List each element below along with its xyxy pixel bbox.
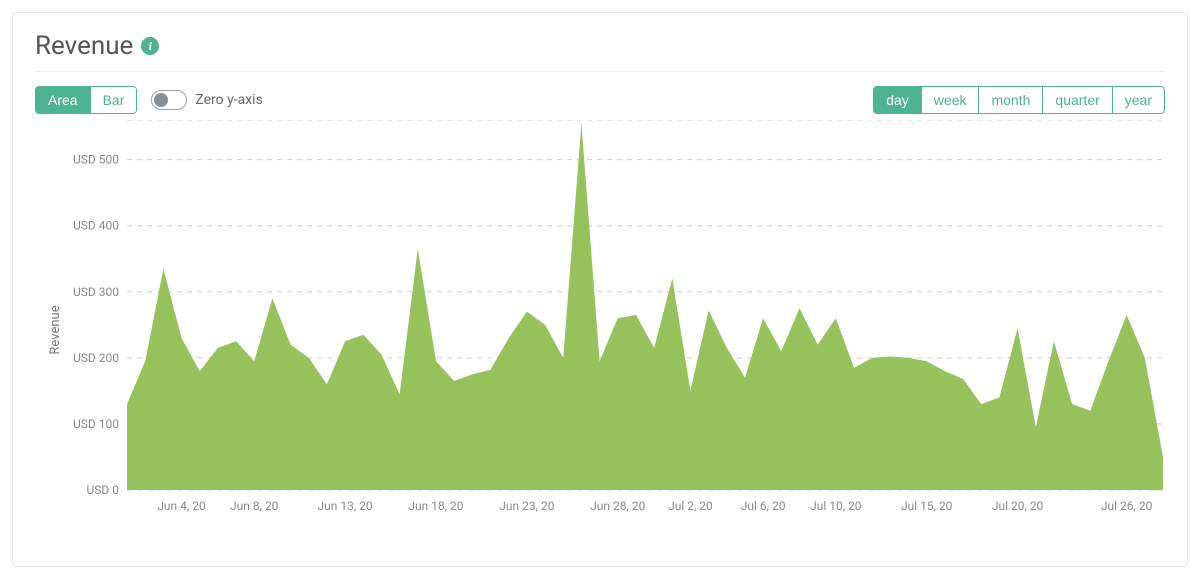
granularity-day[interactable]: day <box>873 86 922 114</box>
revenue-card: Revenue i AreaBar Zero y-axis dayweekmon… <box>12 12 1188 567</box>
svg-text:Jul 10, 20: Jul 10, 20 <box>810 499 862 513</box>
chart-type-bar[interactable]: Bar <box>90 86 138 114</box>
svg-text:Jun 28, 20: Jun 28, 20 <box>590 499 645 513</box>
svg-text:USD 200: USD 200 <box>73 351 119 365</box>
zero-y-axis-group: Zero y-axis <box>151 90 262 110</box>
granularity-quarter[interactable]: quarter <box>1042 86 1112 114</box>
svg-text:Jul 2, 20: Jul 2, 20 <box>668 499 713 513</box>
svg-text:USD 300: USD 300 <box>73 285 119 299</box>
svg-text:USD 500: USD 500 <box>73 153 119 167</box>
svg-text:Jun 8, 20: Jun 8, 20 <box>230 499 279 513</box>
svg-text:Jul 6, 20: Jul 6, 20 <box>741 499 786 513</box>
y-ticks: USD 0 USD 100 USD 200 USD 300 USD 400 USD 500 <box>73 153 119 497</box>
y-axis-title: Revenue <box>48 305 63 354</box>
chart-type-toggle: AreaBar <box>35 86 137 114</box>
controls-left: AreaBar Zero y-axis <box>35 86 263 114</box>
svg-text:Jun 13, 20: Jun 13, 20 <box>318 499 373 513</box>
chart-type-area[interactable]: Area <box>35 86 91 114</box>
svg-text:Jul 20, 20: Jul 20, 20 <box>992 499 1044 513</box>
svg-text:Jun 23, 20: Jun 23, 20 <box>499 499 554 513</box>
info-icon[interactable]: i <box>141 37 159 55</box>
svg-text:Jul 15, 20: Jul 15, 20 <box>901 499 953 513</box>
granularity-toggle: dayweekmonthquarteryear <box>873 86 1165 114</box>
chart-zone: Revenue USD 0 USD 100 USD 200 USD 300 USD 40… <box>35 120 1165 540</box>
zero-y-axis-toggle[interactable] <box>151 90 187 110</box>
svg-text:USD 400: USD 400 <box>73 219 119 233</box>
x-ticks: Jun 4, 20 Jun 8, 20 Jun 13, 20 Jun 18, 20 Ju… <box>157 499 1152 513</box>
svg-text:Jul 26, 20: Jul 26, 20 <box>1101 499 1153 513</box>
svg-text:Jun 18, 20: Jun 18, 20 <box>408 499 463 513</box>
card-title: Revenue <box>35 31 133 61</box>
granularity-month[interactable]: month <box>978 86 1043 114</box>
revenue-area-chart: USD 0 USD 100 USD 200 USD 300 USD 400 USD 500… <box>35 120 1167 540</box>
controls-row: AreaBar Zero y-axis dayweekmonthquartery… <box>35 86 1165 114</box>
granularity-year[interactable]: year <box>1112 86 1165 114</box>
svg-text:USD 100: USD 100 <box>73 417 119 431</box>
area-series <box>127 123 1163 490</box>
svg-text:USD 0: USD 0 <box>86 483 119 497</box>
card-header: Revenue i <box>35 31 1165 72</box>
svg-text:Jun 4, 20: Jun 4, 20 <box>157 499 206 513</box>
granularity-week[interactable]: week <box>921 86 980 114</box>
toggle-knob <box>154 93 168 107</box>
zero-y-axis-label: Zero y-axis <box>195 92 262 108</box>
